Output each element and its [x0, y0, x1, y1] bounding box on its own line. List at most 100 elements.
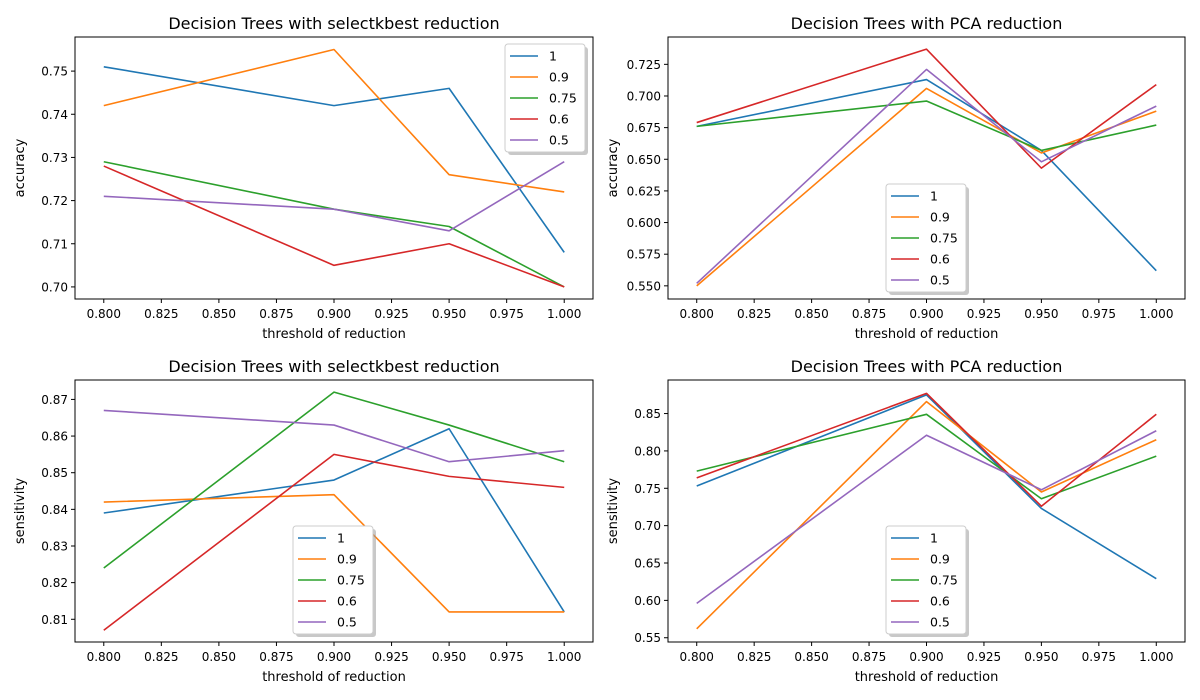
y-tick-label: 0.625: [627, 184, 661, 198]
subplot-4: 0.800 0.825 0.850 0.875 0.900 0.925 0.950 0.975…: [606, 357, 1186, 685]
legend: 1 0.9 0.75 0.6 0.5: [885, 183, 969, 295]
series-line-0-5: [103, 409, 565, 463]
x-tick-label: 0.825: [144, 307, 178, 321]
series-line-0-5: [696, 430, 1157, 605]
legend-label: 0.75: [930, 573, 958, 588]
legend-label: 0.6: [930, 252, 950, 267]
y-tick-label: 0.70: [41, 280, 68, 294]
x-tick-label: 0.975: [1082, 307, 1116, 321]
y-tick-label: 0.84: [41, 503, 68, 517]
y-tick-label: 0.75: [634, 482, 661, 496]
x-tick-label: 0.975: [1082, 650, 1116, 664]
x-tick-label: 0.925: [967, 307, 1001, 321]
x-tick-label: 0.950: [1024, 307, 1058, 321]
y-axis-label: sensitivity: [13, 478, 28, 545]
legend-label: 1: [549, 49, 557, 64]
legend-label: 0.6: [337, 594, 357, 609]
x-tick-label: 0.875: [259, 307, 293, 321]
y-tick-label: 0.74: [41, 108, 68, 122]
legend-label: 0.75: [337, 573, 365, 588]
legend-label: 0.9: [549, 70, 569, 85]
x-tick-label: 0.825: [737, 650, 771, 664]
y-tick-label: 0.70: [634, 519, 661, 533]
x-tick-label: 0.800: [87, 307, 121, 321]
x-tick-label: 0.900: [909, 307, 943, 321]
legend: 1 0.9 0.75 0.6 0.5: [885, 525, 969, 637]
y-tick-label: 0.81: [41, 613, 68, 627]
y-tick-label: 0.72: [41, 194, 68, 208]
legend-label: 0.5: [930, 273, 950, 288]
series-line-0-9: [103, 48, 565, 193]
series-line-0-9: [696, 87, 1157, 287]
x-tick-label: 1.000: [1139, 307, 1173, 321]
legend: 1 0.9 0.75 0.6 0.5: [292, 525, 376, 637]
chart-title: Decision Trees with PCA reduction: [791, 357, 1063, 376]
legend-label: 0.6: [549, 112, 569, 127]
y-tick-label: 0.75: [41, 65, 68, 79]
legend-label: 0.6: [930, 594, 950, 609]
legend-box: [504, 43, 586, 153]
x-tick-label: 0.900: [317, 307, 351, 321]
x-tick-label: 0.925: [967, 650, 1001, 664]
x-tick-label: 0.875: [852, 650, 886, 664]
y-tick-label: 0.650: [627, 153, 661, 167]
y-tick-label: 0.575: [627, 248, 661, 262]
series-line-0-5: [103, 161, 565, 232]
y-tick-label: 0.87: [41, 393, 68, 407]
y-tick-label: 0.675: [627, 121, 661, 135]
x-tick-label: 1.000: [1139, 650, 1173, 664]
x-tick-label: 0.800: [680, 650, 714, 664]
y-tick-label: 0.700: [627, 89, 661, 103]
x-tick-label: 0.950: [1024, 650, 1058, 664]
y-tick-label: 0.85: [634, 407, 661, 421]
subplot-3: 0.800 0.825 0.850 0.875 0.900 0.925 0.950 0.975…: [13, 357, 594, 685]
x-tick-label: 0.925: [374, 650, 408, 664]
y-tick-label: 0.60: [634, 594, 661, 608]
x-tick-label: 0.950: [432, 650, 466, 664]
series-line-0-9: [696, 400, 1157, 630]
y-tick-label: 0.55: [634, 631, 661, 645]
x-tick-label: 0.875: [259, 650, 293, 664]
x-tick-label: 0.875: [852, 307, 886, 321]
x-axis-label: threshold of reduction: [262, 327, 406, 342]
legend-label: 1: [337, 531, 345, 546]
subplot-1: 0.800 0.825 0.850 0.875 0.900 0.925 0.950 0.975…: [13, 14, 594, 342]
series-line-0-75: [696, 100, 1157, 152]
chart-title: Decision Trees with selectkbest reductio…: [168, 14, 499, 33]
y-tick-label: 0.73: [41, 151, 68, 165]
series-line-1: [696, 394, 1157, 580]
y-tick-label: 0.82: [41, 576, 68, 590]
legend-label: 0.5: [549, 133, 569, 148]
x-tick-label: 0.850: [202, 307, 236, 321]
chart-title: Decision Trees with selectkbest reductio…: [168, 357, 499, 376]
y-tick-label: 0.80: [634, 444, 661, 458]
y-tick-label: 0.550: [627, 279, 661, 293]
x-tick-label: 0.800: [680, 307, 714, 321]
subplot-2: 0.800 0.825 0.850 0.875 0.900 0.925 0.950 0.975…: [606, 14, 1186, 342]
x-axis-label: threshold of reduction: [855, 670, 999, 685]
y-tick-label: 0.85: [41, 466, 68, 480]
series-line-1: [103, 427, 565, 613]
legend-label: 1: [930, 189, 938, 204]
series-line-0-5: [696, 68, 1157, 284]
x-tick-label: 0.850: [794, 307, 828, 321]
x-tick-label: 0.825: [144, 650, 178, 664]
x-tick-label: 0.900: [909, 650, 943, 664]
x-tick-label: 0.825: [737, 307, 771, 321]
series-line-1: [103, 65, 565, 253]
legend: 1 0.9 0.75 0.6 0.5: [504, 43, 588, 155]
legend-label: 0.9: [337, 552, 357, 567]
series-line-0-75: [103, 160, 565, 288]
series-line-0-6: [696, 48, 1157, 169]
legend-label: 0.5: [930, 615, 950, 630]
series-line-0-6: [103, 165, 565, 288]
x-axis-label: threshold of reduction: [262, 670, 406, 685]
x-tick-label: 0.925: [374, 307, 408, 321]
x-axis-label: threshold of reduction: [855, 327, 999, 342]
y-tick-label: 0.83: [41, 539, 68, 553]
y-tick-label: 0.725: [627, 58, 661, 72]
legend-label: 0.9: [930, 210, 950, 225]
legend-box: [885, 183, 967, 293]
y-axis-label: sensitivity: [606, 478, 621, 545]
